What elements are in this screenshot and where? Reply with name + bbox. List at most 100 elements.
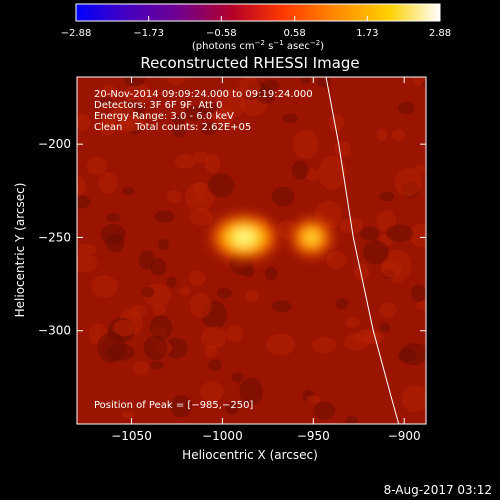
- texture-blob: [124, 84, 153, 105]
- background-texture: [77, 77, 426, 424]
- date-stamp: 8-Aug-2017 03:12: [383, 483, 492, 497]
- texture-blob: [133, 361, 149, 376]
- texture-blob: [316, 77, 332, 88]
- texture-blob: [397, 102, 415, 114]
- texture-blob: [391, 129, 406, 142]
- colorbar: [75, 3, 441, 22]
- texture-blob: [130, 304, 147, 318]
- texture-blob: [311, 336, 337, 354]
- texture-blob: [239, 377, 263, 406]
- texture-blob: [394, 168, 423, 197]
- texture-blob: [399, 342, 426, 366]
- texture-blob: [377, 128, 388, 142]
- texture-blob: [189, 208, 214, 226]
- texture-blob: [170, 395, 193, 418]
- texture-blob: [173, 114, 186, 126]
- texture-blob: [204, 154, 221, 174]
- texture-blob: [199, 381, 224, 402]
- colorbar-tick-label: −2.88: [61, 28, 92, 39]
- texture-blob: [86, 156, 107, 176]
- texture-blob: [265, 333, 296, 356]
- texture-blob: [412, 77, 425, 86]
- texture-blob: [77, 113, 91, 131]
- texture-blob: [381, 261, 402, 278]
- texture-blob: [77, 176, 86, 197]
- annotation-energy-range: Energy Range: 3.0 - 6.0 keV: [94, 111, 234, 122]
- x-tick-label: −1000: [202, 429, 243, 443]
- colorbar-tick-label: 1.73: [356, 28, 378, 39]
- texture-blob: [166, 77, 186, 85]
- solar-limb-line: [325, 77, 400, 424]
- texture-blob: [271, 300, 292, 313]
- texture-blob: [416, 301, 426, 311]
- axis-ticks: −1050 −1000 −950 −900 −200 −250 −300: [38, 77, 426, 443]
- texture-blob: [123, 77, 146, 87]
- texture-blob: [183, 105, 208, 121]
- texture-blob: [174, 153, 196, 169]
- flare-source: [287, 215, 336, 260]
- y-tick-label: −250: [38, 230, 71, 244]
- texture-blob: [90, 274, 118, 298]
- texture-blob: [225, 402, 239, 416]
- image-area: [77, 77, 426, 424]
- x-tick-label: −1050: [111, 429, 152, 443]
- texture-blob: [200, 326, 227, 349]
- y-tick-label: −300: [38, 324, 71, 338]
- texture-blob: [212, 107, 235, 127]
- peak-position-label: Position of Peak = [−985,−250]: [94, 400, 253, 411]
- texture-blob: [204, 345, 218, 358]
- colorbar-tick-label: −1.73: [133, 28, 164, 39]
- texture-blob: [245, 290, 259, 303]
- texture-blob: [333, 141, 351, 158]
- texture-blob: [150, 360, 164, 370]
- texture-blob: [386, 224, 414, 243]
- texture-blob: [313, 401, 336, 420]
- texture-blob: [119, 115, 147, 132]
- texture-blob: [306, 395, 321, 404]
- texture-blob: [326, 251, 347, 269]
- texture-blob: [414, 164, 426, 174]
- texture-blob: [282, 113, 298, 124]
- texture-blob: [345, 415, 358, 424]
- texture-blob: [77, 254, 98, 273]
- texture-blob: [408, 223, 426, 248]
- y-tick-label: −200: [38, 137, 71, 151]
- texture-blob: [379, 302, 397, 318]
- texture-blob: [264, 266, 278, 281]
- plot-frame: [76, 76, 427, 425]
- texture-blob: [343, 333, 370, 351]
- texture-blob: [379, 191, 395, 202]
- texture-blob: [239, 77, 261, 99]
- texture-blob: [166, 276, 177, 288]
- x-tick-label: −950: [297, 429, 330, 443]
- texture-blob: [379, 322, 391, 333]
- texture-blob: [106, 213, 121, 222]
- texture-blob: [345, 317, 361, 328]
- texture-blob: [179, 285, 191, 296]
- texture-blob: [207, 173, 235, 198]
- colorbar-tick-label: 2.88: [429, 28, 451, 39]
- texture-blob: [291, 160, 309, 180]
- annotation-clean-counts: Clean Total counts: 2.62E+05: [94, 122, 251, 133]
- annotation-detectors: Detectors: 3F 6F 9F, Att 0: [94, 100, 222, 111]
- texture-blob: [328, 114, 345, 132]
- texture-blob: [100, 223, 126, 245]
- texture-blob: [99, 96, 113, 105]
- texture-blob: [77, 243, 97, 256]
- texture-blob: [401, 385, 426, 413]
- texture-blob: [122, 187, 135, 196]
- texture-blob: [271, 186, 295, 207]
- texture-blob: [157, 239, 170, 251]
- texture-blob: [231, 372, 244, 383]
- flare-source: [206, 211, 283, 264]
- texture-blob: [77, 194, 91, 209]
- texture-blob: [143, 335, 168, 361]
- chart-title: Reconstructed RHESSI Image: [140, 54, 359, 72]
- texture-blob: [335, 297, 349, 310]
- texture-blob: [154, 210, 175, 223]
- y-axis-title: Heliocentric Y (arcsec): [13, 183, 27, 318]
- texture-blob: [226, 324, 243, 343]
- x-axis-title: Heliocentric X (arcsec): [182, 448, 318, 462]
- texture-blob: [122, 410, 134, 419]
